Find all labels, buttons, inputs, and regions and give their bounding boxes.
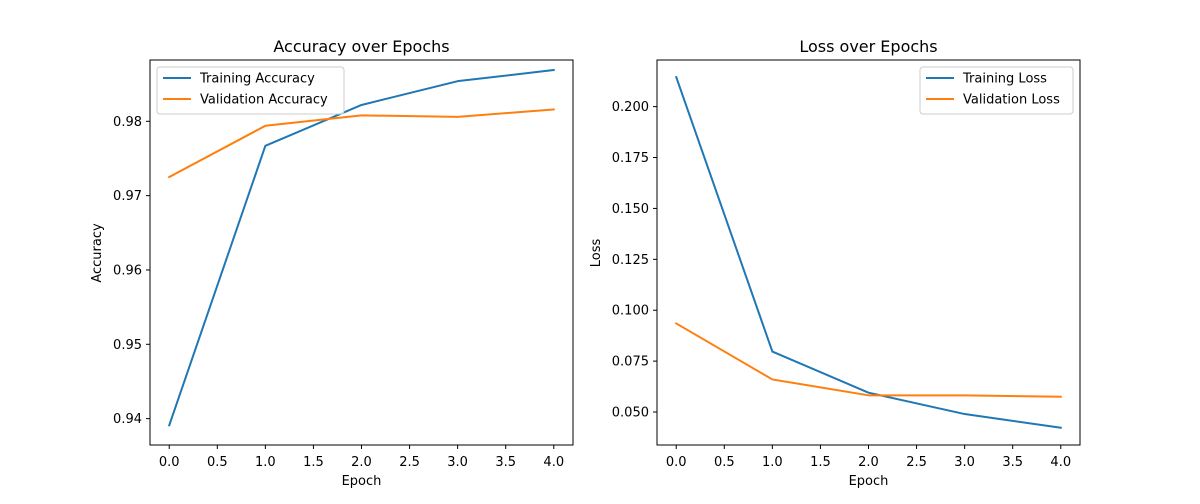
accuracy-chart-xtick-label: 2.0 xyxy=(351,455,372,470)
loss-chart-xtick-label: 4.0 xyxy=(1050,455,1071,470)
accuracy-chart-xtick-label: 3.0 xyxy=(447,455,468,470)
loss-chart-plot: 0.0 0.5 1.0 1.5 2.0 2.5 3.0 3.5 4.0 0.050 0.075 0.1… xyxy=(612,59,1081,470)
loss-chart-xlabel: Epoch xyxy=(849,474,889,489)
loss-chart-ytick-label: 0.200 xyxy=(612,100,649,115)
accuracy-chart-series-line-2 xyxy=(167,108,555,179)
accuracy-chart-axes-frame xyxy=(149,59,574,446)
loss-chart-xtick-label: 0.0 xyxy=(666,455,687,470)
accuracy-chart-plot: 0.0 0.5 1.0 1.5 2.0 2.5 3.0 3.5 4.0 0.94 0.95 0.96 0… xyxy=(113,59,574,470)
accuracy-chart-title: Accuracy over Epochs xyxy=(273,37,449,56)
accuracy-chart: Accuracy over Epochs 0.0 0.5 1.0 1.5 2.0 2.5 3… xyxy=(90,37,574,489)
loss-chart-ytick-label: 0.050 xyxy=(612,406,649,421)
loss-chart-ylabel: Loss xyxy=(589,239,604,268)
loss-chart-series-line-2 xyxy=(674,322,1062,398)
loss-chart-xtick-label: 1.5 xyxy=(810,455,831,470)
loss-chart-axes-frame xyxy=(656,59,1081,446)
accuracy-chart-ylabel: Accuracy xyxy=(90,223,105,283)
accuracy-chart-xtick-label: 1.0 xyxy=(255,455,276,470)
accuracy-chart-ytick-label: 0.97 xyxy=(113,189,142,204)
loss-chart-xtick-label: 2.5 xyxy=(906,455,927,470)
accuracy-chart-xtick-label: 4.0 xyxy=(543,455,564,470)
accuracy-chart-legend-box xyxy=(156,66,345,115)
loss-chart-xtick-label: 3.0 xyxy=(954,455,975,470)
loss-chart-ytick-label: 0.075 xyxy=(612,355,649,370)
accuracy-chart-xtick-label: 1.5 xyxy=(303,455,324,470)
accuracy-chart-series-line-1 xyxy=(167,68,555,427)
loss-chart-xtick-label: 0.5 xyxy=(714,455,735,470)
accuracy-chart-xtick-label: 3.5 xyxy=(495,455,516,470)
accuracy-chart-xtick-label: 0.0 xyxy=(159,455,180,470)
accuracy-chart-legend-label: Validation Accuracy xyxy=(200,93,328,108)
accuracy-chart-legend: Training Accuracy Validation Accuracy xyxy=(156,66,345,115)
loss-chart-legend-box xyxy=(919,66,1074,115)
loss-chart-legend-label: Training Loss xyxy=(962,72,1047,87)
loss-chart-legend-label: Validation Loss xyxy=(963,93,1060,108)
accuracy-chart-legend-label: Training Accuracy xyxy=(199,72,315,87)
accuracy-chart-xtick-label: 2.5 xyxy=(399,455,420,470)
accuracy-chart-xlabel: Epoch xyxy=(342,474,382,489)
loss-chart-ytick-label: 0.100 xyxy=(612,304,649,319)
accuracy-chart-ytick-label: 0.96 xyxy=(113,263,142,278)
loss-chart-series-line-1 xyxy=(674,75,1062,429)
loss-chart-xtick-label: 1.0 xyxy=(762,455,783,470)
loss-chart-ytick-label: 0.150 xyxy=(612,202,649,217)
accuracy-chart-xtick-label: 0.5 xyxy=(207,455,228,470)
loss-chart-xtick-label: 3.5 xyxy=(1002,455,1023,470)
loss-chart-legend: Training Loss Validation Loss xyxy=(919,66,1074,115)
loss-chart-ytick-label: 0.125 xyxy=(612,253,649,268)
loss-chart-ytick-label: 0.175 xyxy=(612,151,649,166)
loss-chart-xtick-label: 2.0 xyxy=(858,455,879,470)
accuracy-chart-ytick-label: 0.94 xyxy=(113,412,142,427)
loss-chart: Loss over Epochs 0.0 0.5 1.0 1.5 2.0 2.5 3.0 3.… xyxy=(589,37,1081,489)
loss-chart-title: Loss over Epochs xyxy=(799,37,937,56)
accuracy-chart-ytick-label: 0.95 xyxy=(113,338,142,353)
accuracy-chart-ytick-label: 0.98 xyxy=(113,115,142,130)
